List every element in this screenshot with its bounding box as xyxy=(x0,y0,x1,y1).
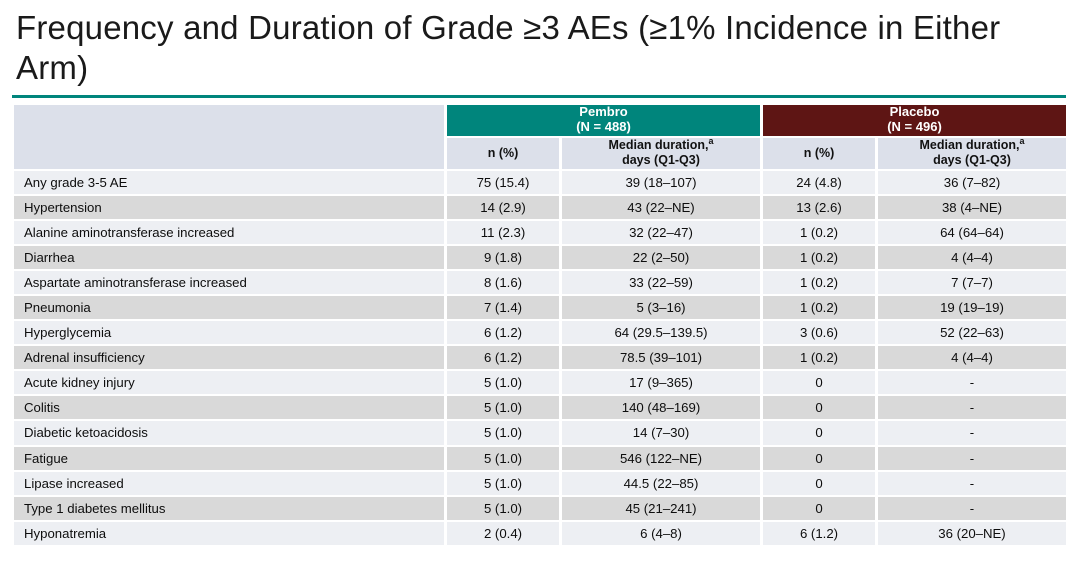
value-cell: 5 (1.0) xyxy=(447,496,559,520)
value-cell: 4 (4–4) xyxy=(878,245,1066,269)
value-cell: - xyxy=(878,371,1066,395)
value-cell: 2 (0.4) xyxy=(447,521,559,545)
value-cell: 13 (2.6) xyxy=(763,195,875,219)
value-cell: 140 (48–169) xyxy=(562,396,760,420)
median-duration-text: Median duration, xyxy=(608,138,709,152)
value-cell: 5 (1.0) xyxy=(447,471,559,495)
ae-name-cell: Adrenal insufficiency xyxy=(14,346,444,370)
ae-name-cell: Fatigue xyxy=(14,446,444,470)
value-cell: - xyxy=(878,496,1066,520)
value-cell: 7 (1.4) xyxy=(447,295,559,320)
value-cell: 1 (0.2) xyxy=(763,295,875,320)
ae-name-cell: Hyponatremia xyxy=(14,521,444,545)
ae-name-cell: Alanine aminotransferase increased xyxy=(14,220,444,244)
value-cell: 3 (0.6) xyxy=(763,321,875,345)
placebo-n-pct-header: n (%) xyxy=(763,137,875,169)
value-cell: 44.5 (22–85) xyxy=(562,471,760,495)
value-cell: 6 (1.2) xyxy=(447,321,559,345)
value-cell: - xyxy=(878,446,1066,470)
ae-name-cell: Hyperglycemia xyxy=(14,321,444,345)
value-cell: 52 (22–63) xyxy=(878,321,1066,345)
value-cell: 19 (19–19) xyxy=(878,295,1066,320)
value-cell: 5 (1.0) xyxy=(447,371,559,395)
title-underline-rule xyxy=(12,94,1066,98)
ae-name-cell: Pneumonia xyxy=(14,295,444,320)
value-cell: 14 (2.9) xyxy=(447,195,559,219)
value-cell: 0 xyxy=(763,496,875,520)
value-cell: 0 xyxy=(763,471,875,495)
value-cell: 5 (3–16) xyxy=(562,295,760,320)
value-cell: 546 (122–NE) xyxy=(562,446,760,470)
ae-name-cell: Hypertension xyxy=(14,195,444,219)
value-cell: 78.5 (39–101) xyxy=(562,346,760,370)
value-cell: 75 (15.4) xyxy=(447,170,559,194)
value-cell: 5 (1.0) xyxy=(447,421,559,445)
ae-name-cell: Colitis xyxy=(14,396,444,420)
value-cell: 0 xyxy=(763,446,875,470)
value-cell: 33 (22–59) xyxy=(562,270,760,294)
value-cell: 1 (0.2) xyxy=(763,220,875,244)
ae-name-cell: Any grade 3-5 AE xyxy=(14,170,444,194)
value-cell: 4 (4–4) xyxy=(878,346,1066,370)
value-cell: - xyxy=(878,396,1066,420)
value-cell: 6 (4–8) xyxy=(562,521,760,545)
ae-name-cell: Acute kidney injury xyxy=(14,371,444,395)
value-cell: 1 (0.2) xyxy=(763,346,875,370)
pembro-group-header: Pembro (N = 488) xyxy=(447,104,760,136)
pembro-n-pct-header: n (%) xyxy=(447,137,559,169)
value-cell: 36 (7–82) xyxy=(878,170,1066,194)
ae-name-cell: Type 1 diabetes mellitus xyxy=(14,496,444,520)
value-cell: 0 xyxy=(763,371,875,395)
ae-name-cell: Lipase increased xyxy=(14,471,444,495)
value-cell: 1 (0.2) xyxy=(763,245,875,269)
value-cell: 32 (22–47) xyxy=(562,220,760,244)
placebo-median-duration-header: Median duration,a days (Q1-Q3) xyxy=(878,135,1066,169)
ae-table: Pembro (N = 488) Placebo (N = 496) n (%)… xyxy=(14,104,1066,545)
value-cell: 17 (9–365) xyxy=(562,371,760,395)
value-cell: 0 xyxy=(763,396,875,420)
footnote-marker: a xyxy=(708,135,714,146)
placebo-group-header: Placebo (N = 496) xyxy=(763,104,1066,136)
value-cell: 36 (20–NE) xyxy=(878,521,1066,545)
value-cell: 8 (1.6) xyxy=(447,270,559,294)
median-duration-line1: Median duration,a xyxy=(919,135,1025,153)
ae-name-cell: Aspartate aminotransferase increased xyxy=(14,270,444,294)
value-cell: 1 (0.2) xyxy=(763,270,875,294)
value-cell: 9 (1.8) xyxy=(447,245,559,269)
value-cell: - xyxy=(878,471,1066,495)
value-cell: 11 (2.3) xyxy=(447,220,559,244)
value-cell: 22 (2–50) xyxy=(562,245,760,269)
value-cell: 39 (18–107) xyxy=(562,170,760,194)
value-cell: 5 (1.0) xyxy=(447,446,559,470)
slide-title: Frequency and Duration of Grade ≥3 AEs (… xyxy=(16,9,1001,87)
value-cell: 7 (7–7) xyxy=(878,270,1066,294)
value-cell: 5 (1.0) xyxy=(447,396,559,420)
median-duration-line2: days (Q1-Q3) xyxy=(622,153,700,167)
ae-name-cell: Diarrhea xyxy=(14,245,444,269)
value-cell: 43 (22–NE) xyxy=(562,195,760,219)
median-duration-line1: Median duration,a xyxy=(608,135,714,153)
placebo-group-label: Placebo xyxy=(889,104,940,120)
value-cell: 6 (1.2) xyxy=(763,521,875,545)
corner-header-cell xyxy=(14,104,444,169)
value-cell: 64 (29.5–139.5) xyxy=(562,321,760,345)
pembro-group-label: Pembro xyxy=(579,104,628,120)
value-cell: 0 xyxy=(763,421,875,445)
value-cell: 14 (7–30) xyxy=(562,421,760,445)
value-cell: 64 (64–64) xyxy=(878,220,1066,244)
value-cell: 6 (1.2) xyxy=(447,346,559,370)
value-cell: 45 (21–241) xyxy=(562,496,760,520)
footnote-marker: a xyxy=(1019,135,1025,146)
value-cell: 38 (4–NE) xyxy=(878,195,1066,219)
placebo-group-n: (N = 496) xyxy=(887,119,942,134)
pembro-median-duration-header: Median duration,a days (Q1-Q3) xyxy=(562,135,760,169)
pembro-group-n: (N = 488) xyxy=(576,119,631,134)
median-duration-line2: days (Q1-Q3) xyxy=(933,153,1011,167)
value-cell: 24 (4.8) xyxy=(763,170,875,194)
ae-name-cell: Diabetic ketoacidosis xyxy=(14,421,444,445)
value-cell: - xyxy=(878,421,1066,445)
median-duration-text: Median duration, xyxy=(919,138,1020,152)
